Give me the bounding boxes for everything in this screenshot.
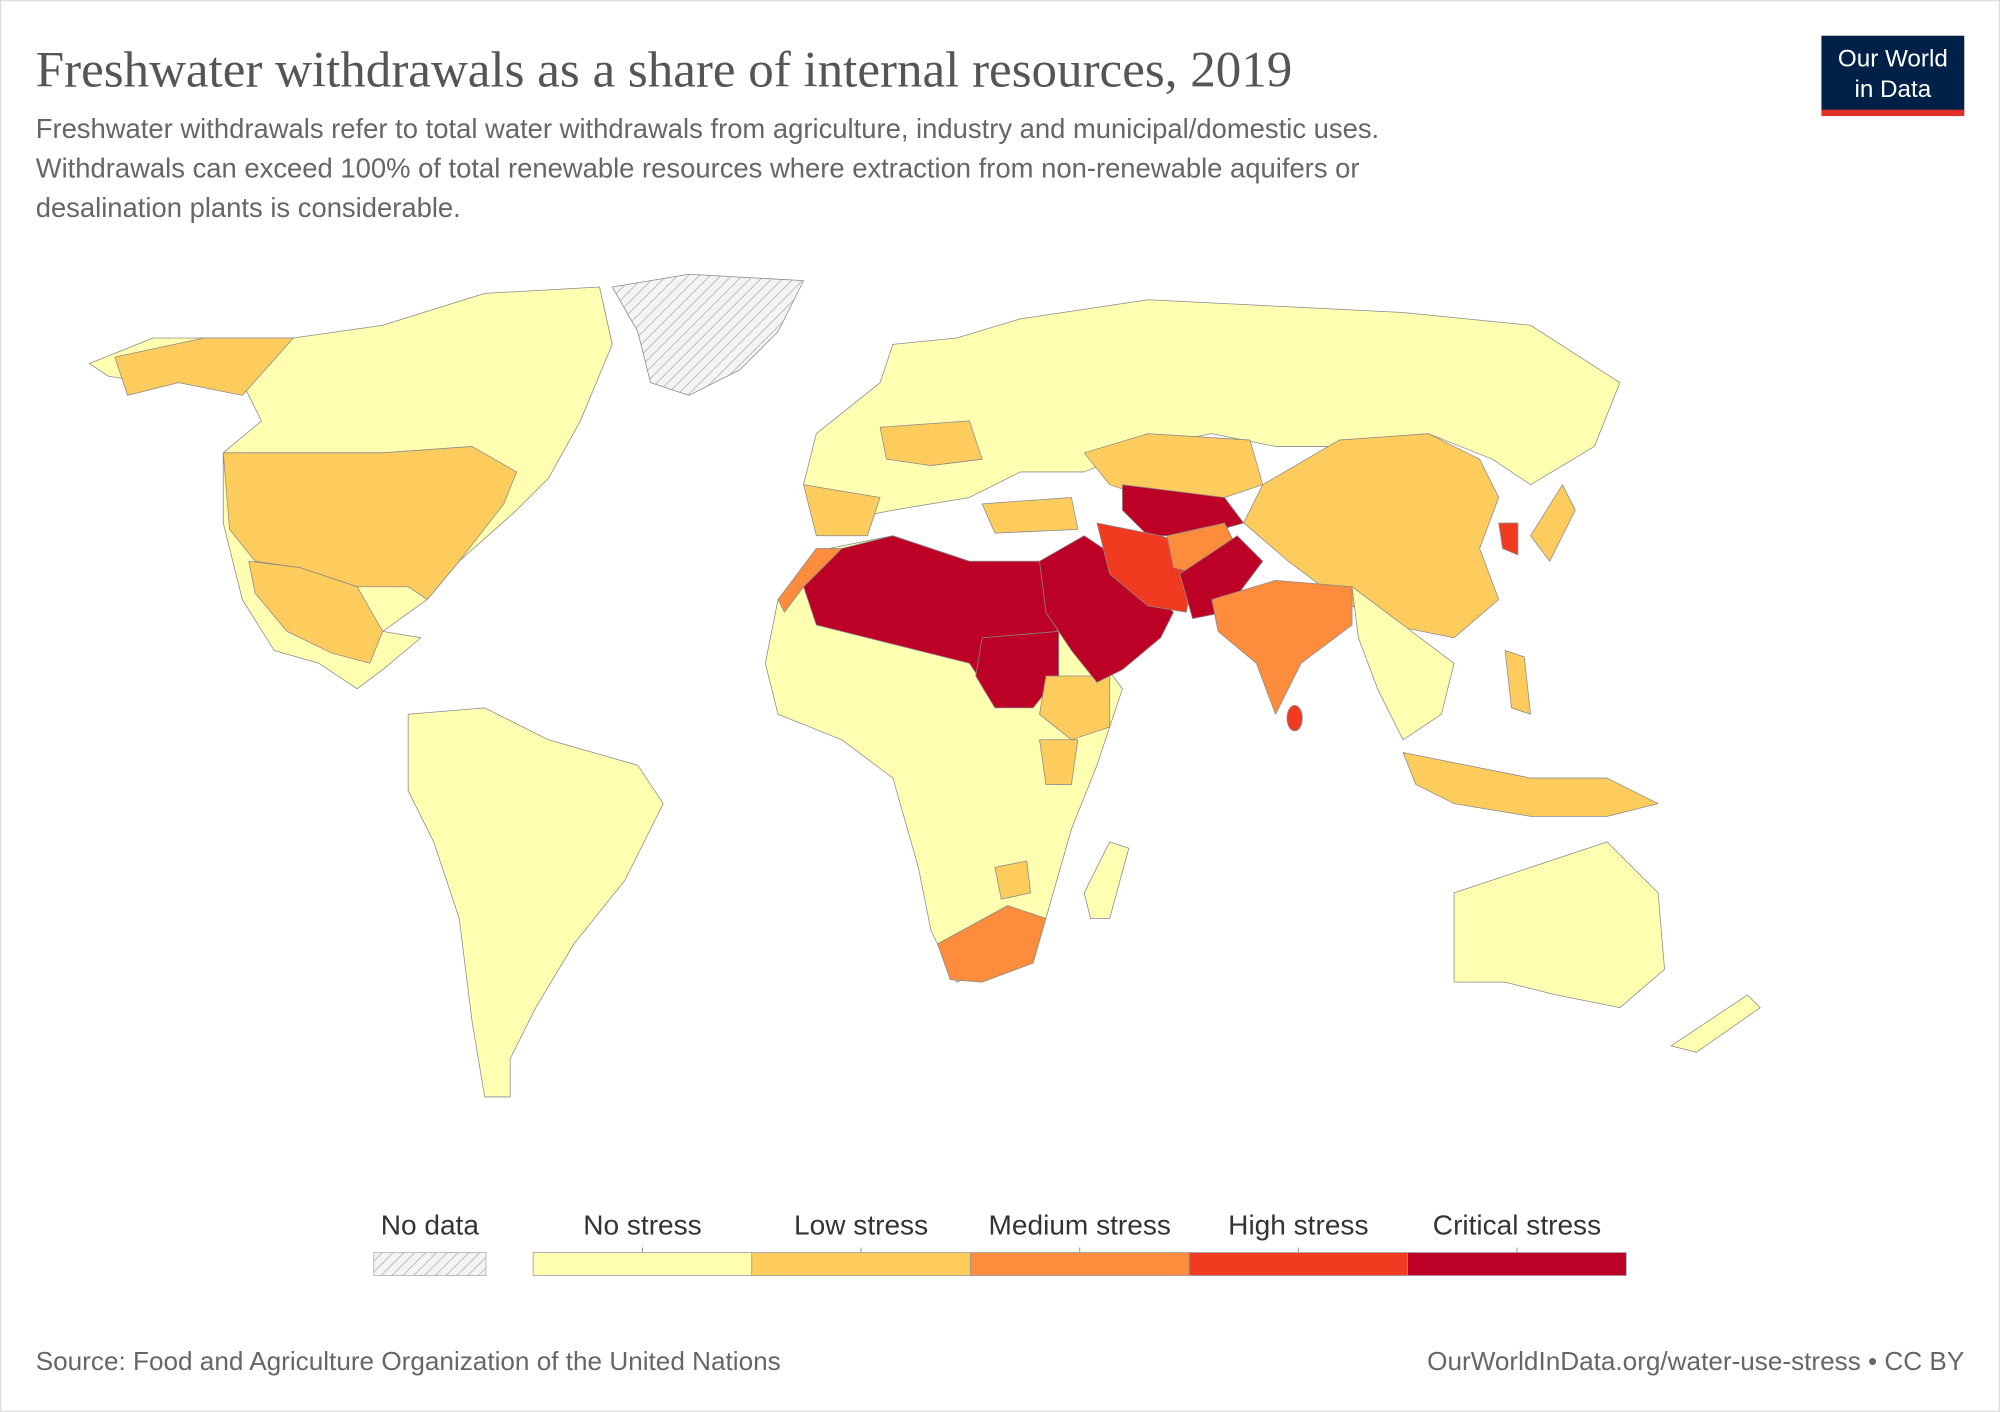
legend-swatch[interactable] xyxy=(1188,1252,1409,1276)
legend-label: Critical stress xyxy=(1433,1210,1601,1241)
subtitle: Freshwater withdrawals refer to total wa… xyxy=(36,113,1379,144)
url: OurWorldInData.org/water-use-stress • CC… xyxy=(1427,1346,1964,1376)
logo-text: in Data xyxy=(1854,76,1931,103)
logo-bar xyxy=(1821,109,1965,117)
title: Freshwater withdrawals as a share of int… xyxy=(36,43,1293,99)
united-states xyxy=(222,446,517,600)
logo-text: Our World xyxy=(1838,45,1948,72)
china xyxy=(1243,433,1500,639)
kazakhstan xyxy=(1083,433,1264,498)
eurasia xyxy=(803,299,1621,524)
philippines xyxy=(1504,650,1531,715)
pakistan xyxy=(1179,535,1264,620)
world-map xyxy=(88,273,1761,1098)
legend: No data No stress Low stress Medium stress… xyxy=(373,1210,1627,1276)
legend-label: No stress xyxy=(583,1210,701,1241)
subtitle: desalination plants is considerable. xyxy=(36,192,461,223)
greenland xyxy=(611,273,804,396)
tanzania xyxy=(1039,739,1079,785)
source: Source: Food and Agriculture Organizatio… xyxy=(36,1346,781,1376)
indonesia xyxy=(1402,752,1659,817)
logo-box xyxy=(1821,35,1965,113)
legend-label: Low stress xyxy=(794,1210,928,1241)
new-zealand xyxy=(1670,994,1761,1053)
sri-lanka xyxy=(1286,704,1303,732)
legend-swatch[interactable] xyxy=(1407,1252,1627,1276)
madagascar xyxy=(1083,841,1130,919)
south-korea xyxy=(1498,522,1519,556)
subtitle: Withdrawals can exceed 100% of total ren… xyxy=(36,152,1360,183)
spain xyxy=(803,484,881,537)
central-europe xyxy=(879,420,983,466)
india xyxy=(1211,579,1353,715)
australia xyxy=(1453,841,1665,1009)
legend-label: Medium stress xyxy=(989,1210,1171,1241)
legend-swatch[interactable] xyxy=(751,1252,971,1276)
logo[interactable]: Our World in Data xyxy=(1821,35,1965,117)
japan xyxy=(1530,484,1576,562)
legend-label: High stress xyxy=(1228,1210,1368,1241)
south-africa xyxy=(937,905,1047,983)
legend-swatch[interactable] xyxy=(532,1252,753,1276)
turkey xyxy=(981,497,1079,534)
morocco xyxy=(777,548,843,613)
legend-swatch[interactable] xyxy=(970,1252,1190,1276)
southeast-asia xyxy=(1351,586,1455,741)
alaska xyxy=(114,337,294,396)
south-america xyxy=(407,707,664,1098)
legend-label: No data xyxy=(381,1210,480,1241)
mexico xyxy=(248,560,384,664)
zimbabwe xyxy=(994,860,1031,900)
legend-no-data-swatch[interactable] xyxy=(373,1252,487,1276)
